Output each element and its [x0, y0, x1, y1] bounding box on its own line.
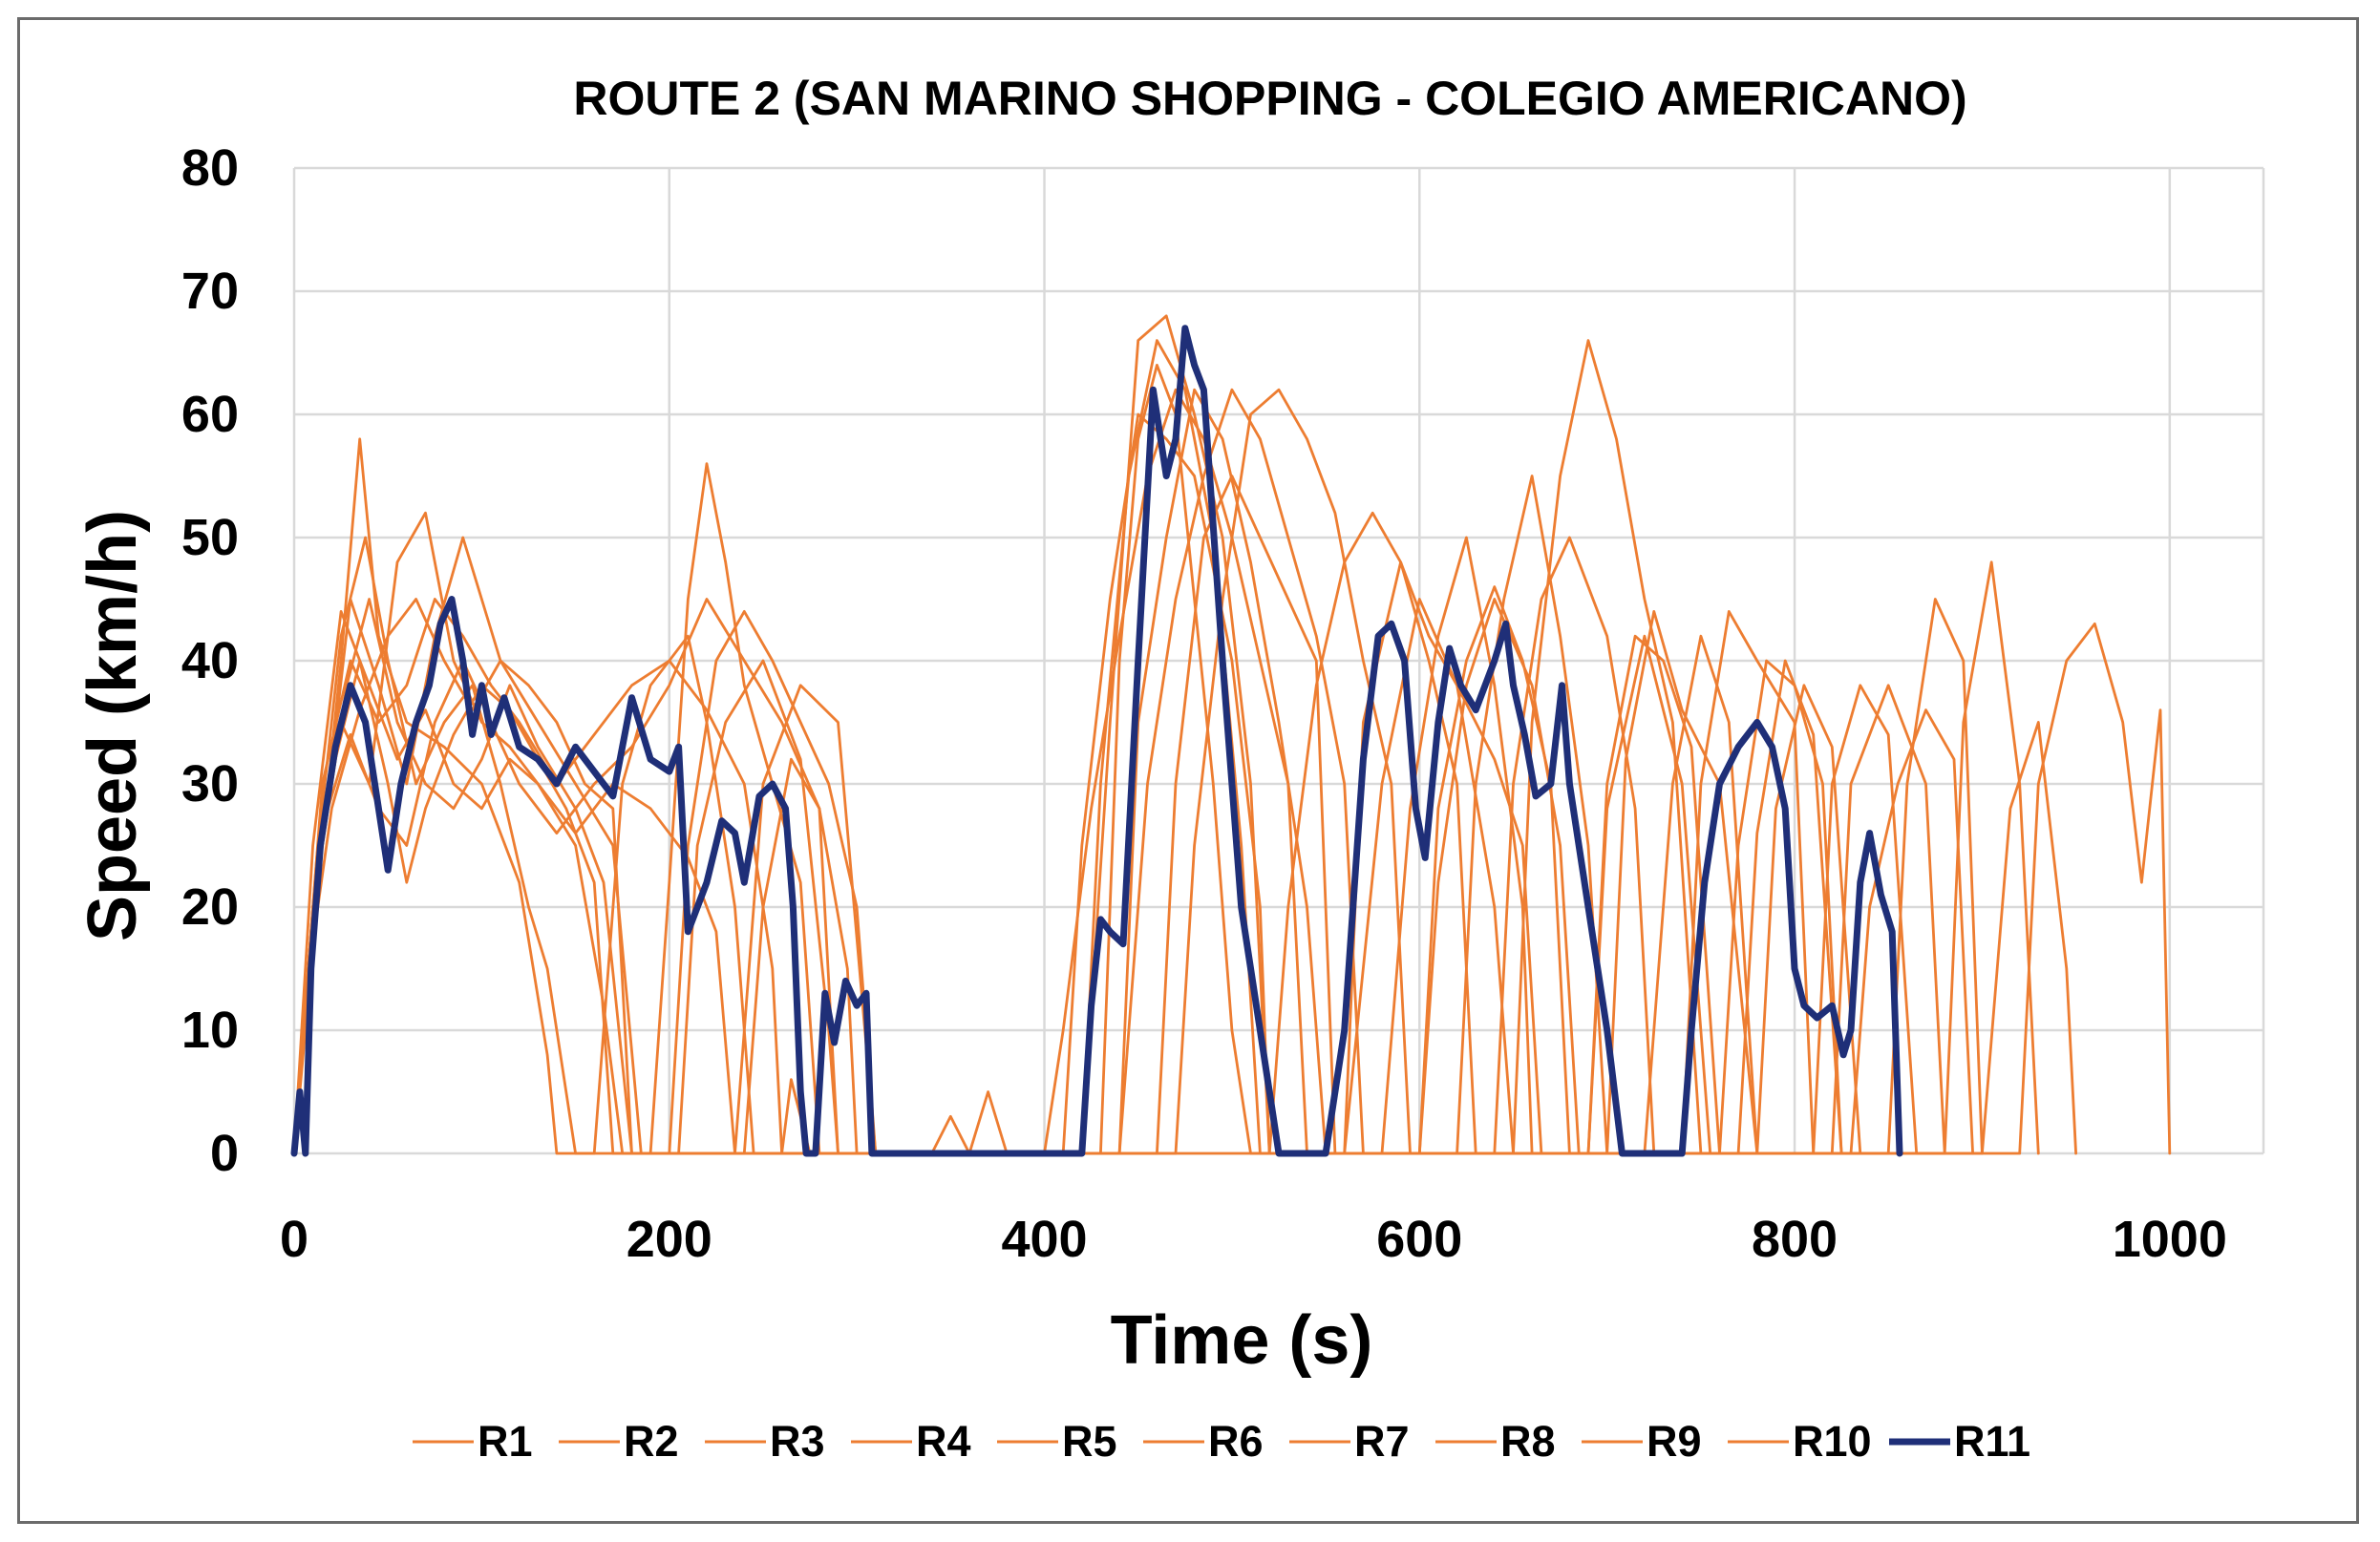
legend-label-r5: R5 [1062, 1417, 1117, 1466]
y-tick-label: 40 [181, 632, 239, 689]
chart-title: ROUTE 2 (SAN MARINO SHOPPING - COLEGIO A… [573, 72, 1966, 125]
series-line-r8 [292, 388, 1974, 1155]
y-tick-label: 20 [181, 878, 239, 936]
y-tick-label: 0 [210, 1125, 239, 1182]
series-lines [290, 314, 2172, 1157]
x-axis-ticks: 0 200 400 600 800 1000 [280, 1211, 2227, 1268]
legend-label-r1: R1 [478, 1417, 533, 1466]
y-tick-label: 70 [181, 263, 239, 320]
legend-label-r3: R3 [770, 1417, 825, 1466]
y-axis-title: Speed (km/h) [74, 510, 151, 941]
y-tick-label: 30 [181, 755, 239, 813]
gridlines [292, 166, 2265, 1155]
y-tick-label: 10 [181, 1002, 239, 1059]
legend-label-r4: R4 [916, 1417, 971, 1466]
series-line-r10 [292, 339, 1984, 1155]
legend-label-r2: R2 [624, 1417, 679, 1466]
series-line-r2 [292, 339, 2077, 1155]
legend-label-r10: R10 [1793, 1417, 1872, 1466]
legend-label-r8: R8 [1500, 1417, 1556, 1466]
series-line-r7 [292, 475, 1843, 1155]
x-tick-label: 600 [1376, 1211, 1462, 1268]
series-line-r11 [290, 325, 1903, 1157]
y-axis-ticks: 0 10 20 30 40 50 60 70 80 [181, 139, 239, 1182]
legend-label-r6: R6 [1208, 1417, 1264, 1466]
legend-label-r7: R7 [1354, 1417, 1410, 1466]
legend-label-r9: R9 [1647, 1417, 1702, 1466]
x-tick-label: 1000 [2113, 1211, 2227, 1268]
series-line-r6 [292, 388, 2172, 1155]
x-tick-label: 400 [1001, 1211, 1087, 1268]
legend-label-r11: R11 [1954, 1417, 2030, 1466]
y-tick-label: 60 [181, 386, 239, 443]
y-tick-label: 50 [181, 509, 239, 566]
series-line-r4 [292, 412, 1843, 1155]
legend: R1 R2 R3 R4 R5 R6 R7 R8 R9 R10 R11 [413, 1417, 2030, 1466]
y-tick-label: 80 [181, 139, 239, 197]
series-line-r1 [292, 364, 1946, 1155]
x-axis-title: Time (s) [1111, 1302, 1373, 1379]
x-tick-label: 200 [627, 1211, 712, 1268]
x-tick-label: 0 [280, 1211, 308, 1268]
x-tick-label: 800 [1752, 1211, 1838, 1268]
